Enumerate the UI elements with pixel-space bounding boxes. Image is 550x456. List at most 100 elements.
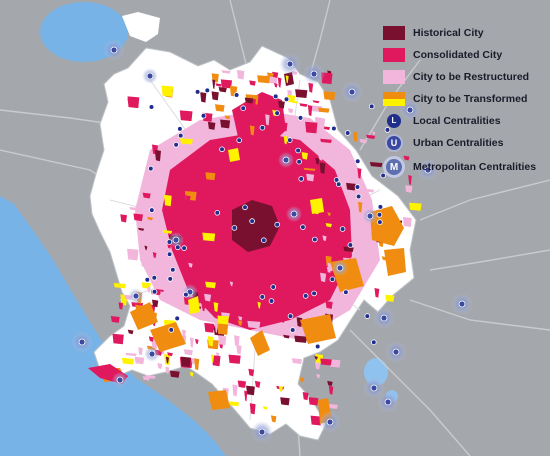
- zone-patch: [249, 80, 256, 86]
- zone-patch: [157, 363, 163, 370]
- zone-patch: [323, 126, 331, 130]
- legend-item-local: L Local Centralities: [383, 110, 543, 131]
- zone-patch: [152, 299, 159, 308]
- zone-patch: [200, 92, 207, 103]
- zone-patch: [179, 110, 193, 122]
- zone-patch: [306, 173, 315, 182]
- urban-centrality-marker: [278, 152, 294, 168]
- local-centrality-marker: [173, 142, 179, 148]
- legend-item-transformed: City to be Transformed: [383, 88, 543, 109]
- zone-patch: [152, 252, 157, 259]
- local-centrality-icon: L: [387, 113, 401, 128]
- metropolitan-centrality-marker: [377, 391, 399, 413]
- zone-patch: [221, 70, 231, 74]
- lake-martignano: [122, 12, 160, 42]
- zone-patch: [180, 356, 191, 368]
- local-centrality-marker: [170, 266, 176, 273]
- urban-centrality-marker: [362, 208, 378, 224]
- zone-patch: [364, 188, 375, 193]
- zone-patch: [189, 337, 194, 348]
- zone-patch: [302, 392, 309, 401]
- zone-patch: [201, 304, 206, 312]
- transformed-zone: [250, 330, 270, 356]
- local-centrality-marker: [298, 176, 305, 182]
- local-centrality-marker: [149, 207, 155, 213]
- zone-patch: [318, 155, 323, 161]
- local-centrality-marker: [300, 224, 306, 230]
- zone-patch: [127, 329, 134, 335]
- zone-patch: [217, 323, 229, 335]
- centralities-layer: [71, 39, 473, 443]
- local-centrality-marker: [302, 293, 309, 299]
- zone-patch: [142, 192, 151, 199]
- zone-patch: [385, 294, 395, 302]
- metropolitan-centrality-marker: [319, 411, 341, 433]
- zone-patch: [244, 390, 248, 402]
- zone-patch: [212, 79, 216, 90]
- local-centrality-marker: [231, 225, 238, 231]
- zone-patch: [207, 336, 214, 347]
- zone-patch: [274, 83, 278, 88]
- zone-patch: [408, 175, 412, 186]
- zone-patch: [314, 355, 318, 360]
- urban-centrality-marker: [112, 372, 128, 388]
- zone-patch: [325, 223, 332, 228]
- zone-patch: [199, 176, 206, 182]
- zone-patch: [218, 335, 227, 346]
- zone-patch: [223, 288, 230, 293]
- zone-patch: [315, 257, 322, 261]
- zone-patch: [320, 272, 327, 283]
- zone-patch: [271, 415, 277, 423]
- zone-patch: [328, 385, 334, 395]
- local-centrality-marker: [368, 103, 375, 110]
- legend-item-historical: Historical City: [383, 22, 543, 43]
- zone-patch: [328, 359, 341, 368]
- zone-patch: [140, 255, 153, 268]
- local-centrality-marker: [354, 184, 361, 190]
- zone-patch: [190, 357, 195, 365]
- transformed-zone: [130, 302, 158, 330]
- metropolitan-centrality-marker: [279, 53, 301, 75]
- legend-label: Urban Centralities: [413, 136, 504, 149]
- zone-patch: [249, 125, 255, 136]
- zone-patch: [121, 357, 135, 365]
- zone-patch: [287, 94, 296, 103]
- zone-patch: [292, 134, 301, 139]
- zone-patch: [167, 352, 173, 357]
- zone-patch: [254, 380, 261, 388]
- local-centrality-marker: [148, 165, 154, 172]
- zone-patch: [194, 358, 200, 371]
- zone-patch: [346, 182, 356, 191]
- zone-patch: [359, 138, 368, 144]
- legend-label: City to be Restructured: [413, 70, 530, 83]
- zone-patch: [266, 72, 274, 78]
- local-centrality-marker: [384, 127, 391, 133]
- zone-patch: [283, 135, 288, 145]
- local-centrality-marker: [174, 315, 181, 322]
- local-centrality-marker: [364, 313, 371, 319]
- local-centrality-marker: [181, 245, 187, 251]
- local-centrality-marker: [354, 158, 361, 165]
- zone-patch: [405, 185, 413, 193]
- zone-patch: [403, 155, 410, 161]
- zone-patch: [164, 194, 172, 207]
- zone-patch: [307, 105, 313, 117]
- zone-patch: [312, 100, 320, 104]
- zone-patch: [303, 167, 316, 171]
- local-centrality-marker: [167, 276, 174, 282]
- local-centrality-marker: [183, 291, 189, 298]
- zone-patch: [118, 302, 124, 310]
- local-centrality-marker: [286, 137, 293, 143]
- zone-patch: [280, 397, 290, 406]
- zone-patch: [319, 162, 326, 174]
- local-centrality-marker: [287, 313, 294, 319]
- zone-patch: [369, 162, 383, 168]
- zone-patch: [205, 172, 216, 181]
- urban-centrality-marker: [142, 68, 158, 84]
- zone-patch: [144, 245, 148, 251]
- urban-zones: [88, 70, 422, 426]
- local-centrality-marker: [168, 327, 175, 333]
- zone-patch: [211, 91, 219, 101]
- local-centrality-marker: [233, 92, 240, 98]
- zone-patch: [294, 335, 308, 343]
